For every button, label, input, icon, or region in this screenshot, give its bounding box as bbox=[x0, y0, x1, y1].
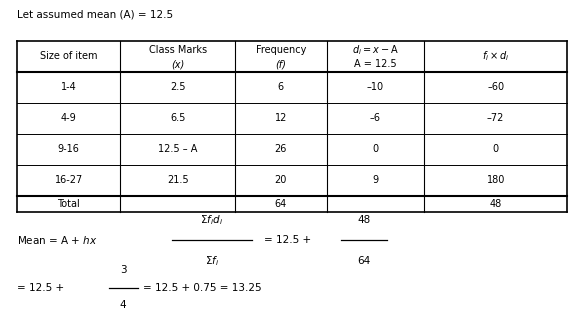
Text: 64: 64 bbox=[274, 199, 287, 209]
Text: 6.5: 6.5 bbox=[170, 113, 185, 123]
Text: = 12.5 +: = 12.5 + bbox=[264, 235, 311, 245]
Text: = 12.5 + 0.75 = 13.25: = 12.5 + 0.75 = 13.25 bbox=[143, 283, 262, 293]
Text: Size of item: Size of item bbox=[40, 52, 97, 61]
Text: A = 12.5: A = 12.5 bbox=[354, 59, 397, 69]
Text: Frequency: Frequency bbox=[256, 45, 306, 55]
Text: –10: –10 bbox=[367, 82, 384, 92]
Text: –60: –60 bbox=[487, 82, 504, 92]
Text: Mean = A + $hx$: Mean = A + $hx$ bbox=[17, 234, 98, 246]
Text: 9: 9 bbox=[372, 175, 378, 185]
Text: $\Sigma f_i$: $\Sigma f_i$ bbox=[205, 254, 219, 268]
Text: (x): (x) bbox=[171, 59, 185, 69]
Text: 9-16: 9-16 bbox=[58, 144, 80, 154]
Text: (f): (f) bbox=[276, 59, 286, 69]
Text: 6: 6 bbox=[278, 82, 284, 92]
Text: 16-27: 16-27 bbox=[54, 175, 83, 185]
Text: 4: 4 bbox=[120, 300, 127, 310]
Text: 0: 0 bbox=[372, 144, 378, 154]
Text: –72: –72 bbox=[487, 113, 504, 123]
Text: 180: 180 bbox=[486, 175, 505, 185]
Text: 4-9: 4-9 bbox=[61, 113, 77, 123]
Text: $\Sigma f_i d_i$: $\Sigma f_i d_i$ bbox=[201, 213, 223, 227]
Text: $f_i \times d_i$: $f_i \times d_i$ bbox=[482, 50, 509, 63]
Text: 12.5 – A: 12.5 – A bbox=[158, 144, 197, 154]
Text: 12: 12 bbox=[274, 113, 287, 123]
Text: = 12.5 +: = 12.5 + bbox=[17, 283, 64, 293]
Text: Total: Total bbox=[57, 199, 80, 209]
Text: Let assumed mean (A) = 12.5: Let assumed mean (A) = 12.5 bbox=[17, 9, 173, 20]
Text: 48: 48 bbox=[357, 215, 371, 225]
Text: 1-4: 1-4 bbox=[61, 82, 77, 92]
Text: Class Marks: Class Marks bbox=[148, 45, 207, 55]
Text: 0: 0 bbox=[493, 144, 499, 154]
Text: 48: 48 bbox=[489, 199, 502, 209]
Text: 64: 64 bbox=[357, 256, 371, 266]
Text: $d_i = x - \mathrm{A}$: $d_i = x - \mathrm{A}$ bbox=[352, 43, 399, 57]
Text: 20: 20 bbox=[274, 175, 287, 185]
Text: 21.5: 21.5 bbox=[167, 175, 189, 185]
Text: 2.5: 2.5 bbox=[170, 82, 186, 92]
Text: –6: –6 bbox=[370, 113, 381, 123]
Text: 3: 3 bbox=[120, 265, 127, 275]
Text: 26: 26 bbox=[274, 144, 287, 154]
